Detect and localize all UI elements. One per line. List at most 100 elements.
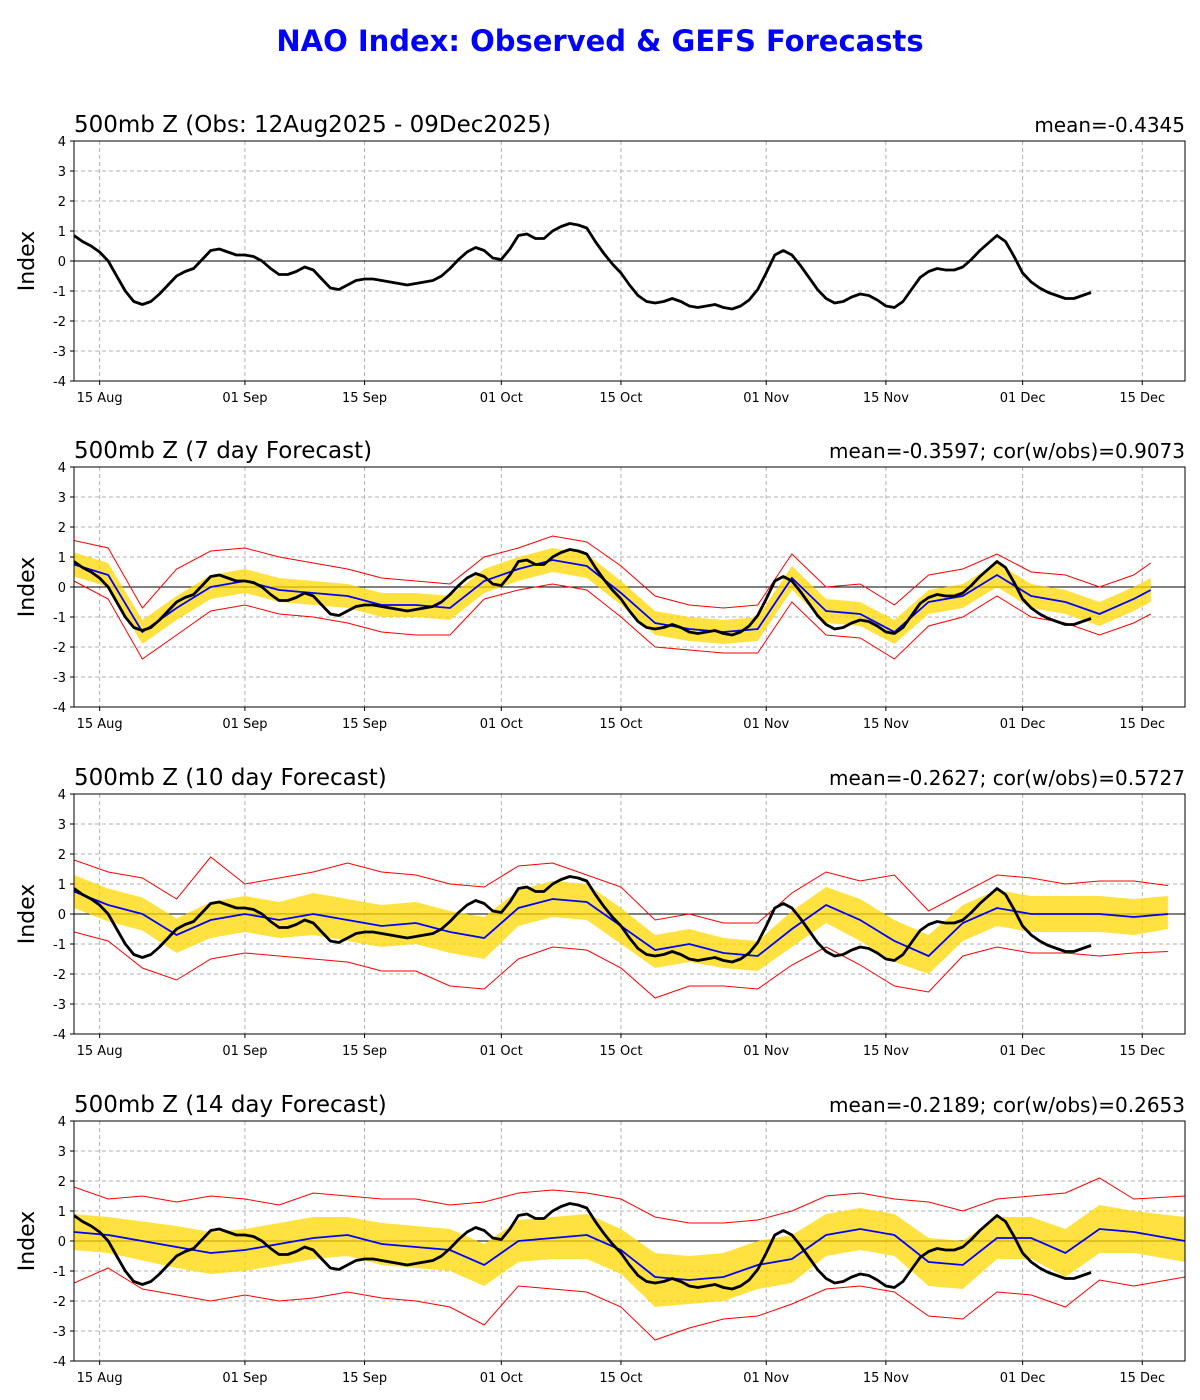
x-tick-label: 01 Oct: [480, 1371, 523, 1386]
panel-1: 500mb Z (7 day Forecast) mean=-0.3597; co…: [15, 438, 1186, 732]
y-tick-label: -1: [53, 285, 66, 300]
y-tick-label: 0: [58, 1235, 66, 1250]
y-tick-label: -4: [53, 375, 66, 390]
x-tick-label: 01 Oct: [480, 1044, 523, 1059]
observed-line: [74, 548, 1092, 637]
y-tick-label: -2: [53, 315, 66, 330]
y-axis-label: Index: [15, 557, 40, 618]
y-tick-label: -4: [53, 1355, 66, 1370]
y-tick-label: 0: [58, 255, 66, 270]
y-tick-label: 2: [58, 1175, 66, 1190]
x-tick-label: 01 Nov: [743, 717, 789, 732]
x-tick-label: 01 Sep: [222, 717, 267, 732]
envelope-lower-line: [74, 931, 1168, 999]
y-tick-label: 4: [58, 788, 66, 803]
y-tick-label: -3: [53, 1325, 66, 1340]
x-tick-label: 15 Oct: [599, 1044, 642, 1059]
panel-stat: mean=-0.4345: [1034, 113, 1185, 137]
x-tick-label: 01 Nov: [743, 1044, 789, 1059]
panel-title: 500mb Z (Obs: 12Aug2025 - 09Dec2025): [74, 112, 551, 138]
x-tick-label: 15 Oct: [599, 717, 642, 732]
y-tick-label: -2: [53, 1295, 66, 1310]
x-tick-label: 01 Dec: [1000, 717, 1046, 732]
panel-stat: mean=-0.3597; cor(w/obs)=0.9073: [829, 439, 1185, 463]
envelope-upper-line: [74, 856, 1168, 924]
plot-area: [74, 222, 1092, 311]
x-tick-label: 15 Dec: [1119, 1044, 1165, 1059]
envelope-lower-line: [74, 580, 1152, 660]
observed-line: [74, 222, 1092, 311]
y-axis-label: Index: [15, 1211, 40, 1272]
y-tick-label: -3: [53, 345, 66, 360]
x-tick-label: 01 Dec: [1000, 391, 1046, 406]
x-tick-label: 15 Aug: [77, 1371, 123, 1386]
x-tick-label: 15 Nov: [863, 1044, 909, 1059]
x-tick-label: 15 Dec: [1119, 1371, 1165, 1386]
plot-area: [74, 1177, 1185, 1341]
y-tick-label: -3: [53, 998, 66, 1013]
y-axis-label: Index: [15, 884, 40, 945]
spread-band: [74, 548, 1151, 644]
y-tick-label: -4: [53, 1028, 66, 1043]
y-axis-label: Index: [15, 231, 40, 292]
envelope-lower-line: [74, 1267, 1185, 1341]
y-tick-label: -1: [53, 1265, 66, 1280]
y-tick-label: 2: [58, 521, 66, 536]
plot-area: [74, 535, 1152, 660]
y-tick-label: 0: [58, 908, 66, 923]
x-tick-label: 15 Nov: [863, 1371, 909, 1386]
y-tick-label: -2: [53, 641, 66, 656]
panel-0: 500mb Z (Obs: 12Aug2025 - 09Dec2025) mean…: [15, 112, 1186, 406]
x-tick-label: 15 Oct: [599, 391, 642, 406]
y-tick-label: -4: [53, 701, 66, 716]
x-tick-label: 15 Sep: [342, 1371, 387, 1386]
y-tick-label: 0: [58, 581, 66, 596]
y-tick-label: 2: [58, 848, 66, 863]
y-tick-label: -1: [53, 938, 66, 953]
y-tick-label: 1: [58, 1205, 66, 1220]
x-tick-label: 15 Sep: [342, 717, 387, 732]
chart-panels: 500mb Z (Obs: 12Aug2025 - 09Dec2025) mean…: [15, 112, 1186, 1386]
y-tick-label: 2: [58, 195, 66, 210]
x-tick-label: 15 Sep: [342, 1044, 387, 1059]
y-tick-label: 1: [58, 551, 66, 566]
envelope-upper-line: [74, 535, 1152, 609]
y-tick-label: 4: [58, 1115, 66, 1130]
panel-title: 500mb Z (14 day Forecast): [74, 1092, 387, 1118]
x-tick-label: 01 Sep: [222, 1044, 267, 1059]
y-tick-label: 3: [58, 165, 66, 180]
y-tick-label: 4: [58, 135, 66, 150]
envelope-upper-line: [74, 1177, 1185, 1224]
panel-stat: mean=-0.2627; cor(w/obs)=0.5727: [829, 766, 1185, 790]
y-tick-label: 1: [58, 225, 66, 240]
x-tick-label: 01 Nov: [743, 391, 789, 406]
panel-stat: mean=-0.2189; cor(w/obs)=0.2653: [829, 1093, 1185, 1117]
y-tick-label: 3: [58, 818, 66, 833]
x-tick-label: 15 Oct: [599, 1371, 642, 1386]
x-tick-label: 01 Oct: [480, 391, 523, 406]
y-tick-label: 3: [58, 1145, 66, 1160]
y-tick-label: -2: [53, 968, 66, 983]
panel-2: 500mb Z (10 day Forecast) mean=-0.2627; c…: [15, 765, 1186, 1059]
x-tick-label: 01 Dec: [1000, 1044, 1046, 1059]
y-tick-label: 1: [58, 878, 66, 893]
x-tick-label: 15 Dec: [1119, 391, 1165, 406]
x-tick-label: 15 Aug: [77, 391, 123, 406]
x-tick-label: 01 Nov: [743, 1371, 789, 1386]
observed-line: [74, 1202, 1092, 1291]
x-tick-label: 15 Nov: [863, 717, 909, 732]
x-tick-label: 15 Aug: [77, 1044, 123, 1059]
plot-area: [74, 856, 1168, 999]
y-tick-label: -1: [53, 611, 66, 626]
panel-title: 500mb Z (7 day Forecast): [74, 438, 372, 464]
page-title: NAO Index: Observed & GEFS Forecasts: [276, 24, 923, 58]
x-tick-label: 15 Dec: [1119, 717, 1165, 732]
x-tick-label: 01 Sep: [222, 391, 267, 406]
x-tick-label: 15 Sep: [342, 391, 387, 406]
x-tick-label: 15 Nov: [863, 391, 909, 406]
y-tick-label: 4: [58, 461, 66, 476]
x-tick-label: 15 Aug: [77, 717, 123, 732]
x-tick-label: 01 Oct: [480, 717, 523, 732]
ensemble-mean-line: [74, 1228, 1185, 1281]
